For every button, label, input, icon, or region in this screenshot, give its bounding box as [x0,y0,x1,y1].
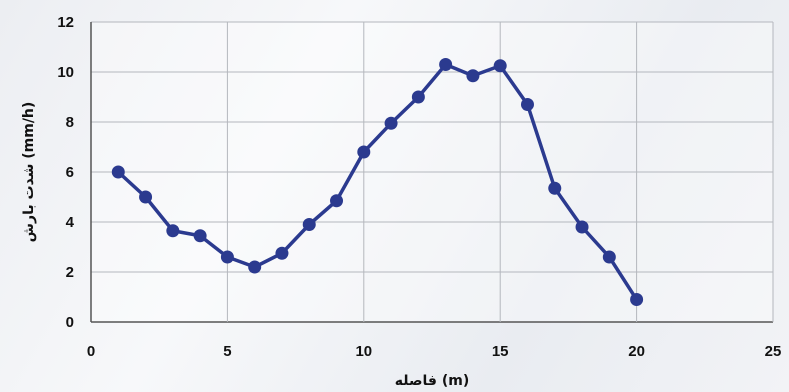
data-point [411,90,425,104]
y-tick-label: 8 [66,114,74,131]
x-tick-label: 20 [628,343,645,360]
data-point [466,69,480,83]
y-tick-label: 4 [66,214,75,231]
grid-lines [90,21,774,323]
data-point [439,58,453,71]
x-axis-title: فاصله (m) [395,373,469,389]
x-tick-label: 25 [765,343,782,360]
data-point [357,145,371,159]
data-point [111,165,125,179]
data-point [330,194,344,208]
x-tick-label: 15 [492,343,509,360]
data-point [275,246,289,260]
y-tick-labels: 0 2 4 6 8 10 12 [57,14,74,331]
data-point [630,293,644,306]
y-axis-title: شدت بارش (mm/h) [21,102,37,243]
data-point [602,250,616,264]
x-tick-label: 0 [87,343,95,360]
y-tick-label: 10 [57,64,74,81]
data-point [548,181,562,195]
y-tick-label: 0 [66,314,74,331]
x-tick-label: 5 [223,343,231,360]
data-point [493,59,507,73]
y-tick-label: 2 [66,264,74,281]
series-layer [111,58,644,306]
data-point [575,220,589,234]
data-point [248,260,262,274]
data-point [520,98,534,111]
data-point [139,190,153,204]
data-point [193,229,207,243]
x-tick-label: 10 [355,343,372,360]
data-point [302,218,316,231]
data-point [166,224,180,238]
y-tick-label: 6 [66,164,74,181]
y-tick-label: 12 [57,14,74,31]
data-point [220,250,234,264]
x-tick-labels: 0 5 10 15 20 25 [87,343,782,360]
data-point [384,116,398,130]
